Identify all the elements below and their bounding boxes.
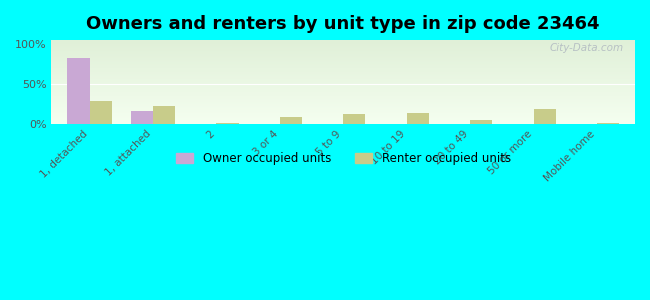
- Bar: [131, 111, 153, 124]
- Text: City-Data.com: City-Data.com: [549, 43, 623, 52]
- Bar: [90, 101, 112, 124]
- Bar: [68, 58, 90, 124]
- Bar: [407, 113, 429, 124]
- Bar: [470, 120, 492, 124]
- Bar: [534, 109, 556, 124]
- Legend: Owner occupied units, Renter occupied units: Owner occupied units, Renter occupied un…: [171, 147, 515, 170]
- Bar: [216, 123, 239, 124]
- Bar: [153, 106, 175, 124]
- Title: Owners and renters by unit type in zip code 23464: Owners and renters by unit type in zip c…: [86, 15, 600, 33]
- Bar: [280, 117, 302, 124]
- Bar: [597, 123, 619, 124]
- Bar: [343, 114, 365, 124]
